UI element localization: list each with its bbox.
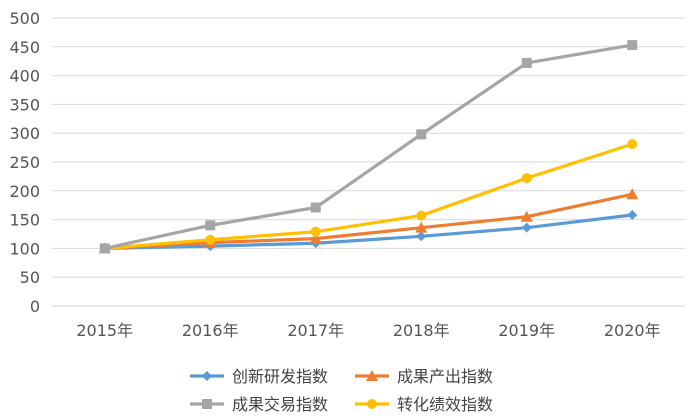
series-line [103, 213, 634, 250]
legend-label: 转化绩效指数 [397, 395, 493, 414]
legend-label: 创新研发指数 [232, 367, 328, 386]
legend-item: 创新研发指数 [190, 367, 328, 386]
y-tick-label: 400 [9, 67, 40, 86]
series-line [103, 192, 634, 250]
legend-label: 成果产出指数 [397, 367, 493, 386]
data-point [521, 173, 532, 184]
legend-item: 成果产出指数 [355, 367, 493, 386]
data-point [309, 232, 322, 244]
x-axis: 2015年 2016年 2017年 2018年 2019年 2020年 [76, 321, 660, 340]
data-point [627, 40, 638, 51]
legend-label: 成果交易指数 [232, 395, 328, 414]
series-line [103, 43, 634, 250]
data-point [521, 57, 532, 68]
data-point [416, 231, 427, 242]
y-tick-label: 450 [9, 38, 40, 57]
data-point [310, 202, 321, 213]
data-point [205, 220, 216, 231]
y-tick-label: 150 [9, 211, 40, 230]
legend-marker [367, 399, 377, 409]
series-layer [98, 40, 639, 254]
y-axis: 0 50 100 150 200 250 300 350 400 450 500 [9, 9, 40, 316]
data-point [626, 188, 639, 200]
legend-marker [202, 371, 212, 381]
series-line [103, 142, 634, 250]
y-tick-label: 350 [9, 95, 40, 114]
data-point [627, 139, 638, 150]
x-tick-label: 2017年 [287, 321, 344, 340]
x-tick-label: 2020年 [604, 321, 661, 340]
legend-marker [202, 399, 212, 409]
data-point [520, 210, 533, 222]
data-point [205, 234, 216, 245]
data-point [415, 221, 428, 233]
data-point [416, 210, 427, 221]
series-3 [99, 40, 638, 254]
legend-marker [366, 370, 378, 381]
data-point [416, 129, 427, 140]
x-tick-label: 2016年 [182, 321, 239, 340]
y-tick-label: 300 [9, 124, 40, 143]
x-tick-label: 2019年 [498, 321, 555, 340]
data-point [310, 226, 321, 237]
y-tick-label: 250 [9, 153, 40, 172]
data-point [99, 243, 110, 254]
data-point [521, 222, 532, 233]
y-tick-label: 200 [9, 182, 40, 201]
grid-layer [52, 17, 685, 307]
x-tick-label: 2018年 [393, 321, 450, 340]
legend-item: 成果交易指数 [190, 395, 328, 414]
x-tick-label: 2015年 [76, 321, 133, 340]
y-tick-label: 0 [30, 297, 40, 316]
legend-item: 转化绩效指数 [355, 395, 493, 414]
data-point [627, 209, 638, 220]
y-tick-label: 500 [9, 9, 40, 28]
y-tick-label: 50 [20, 268, 40, 287]
series-4 [99, 139, 638, 254]
y-tick-label: 100 [9, 239, 40, 258]
